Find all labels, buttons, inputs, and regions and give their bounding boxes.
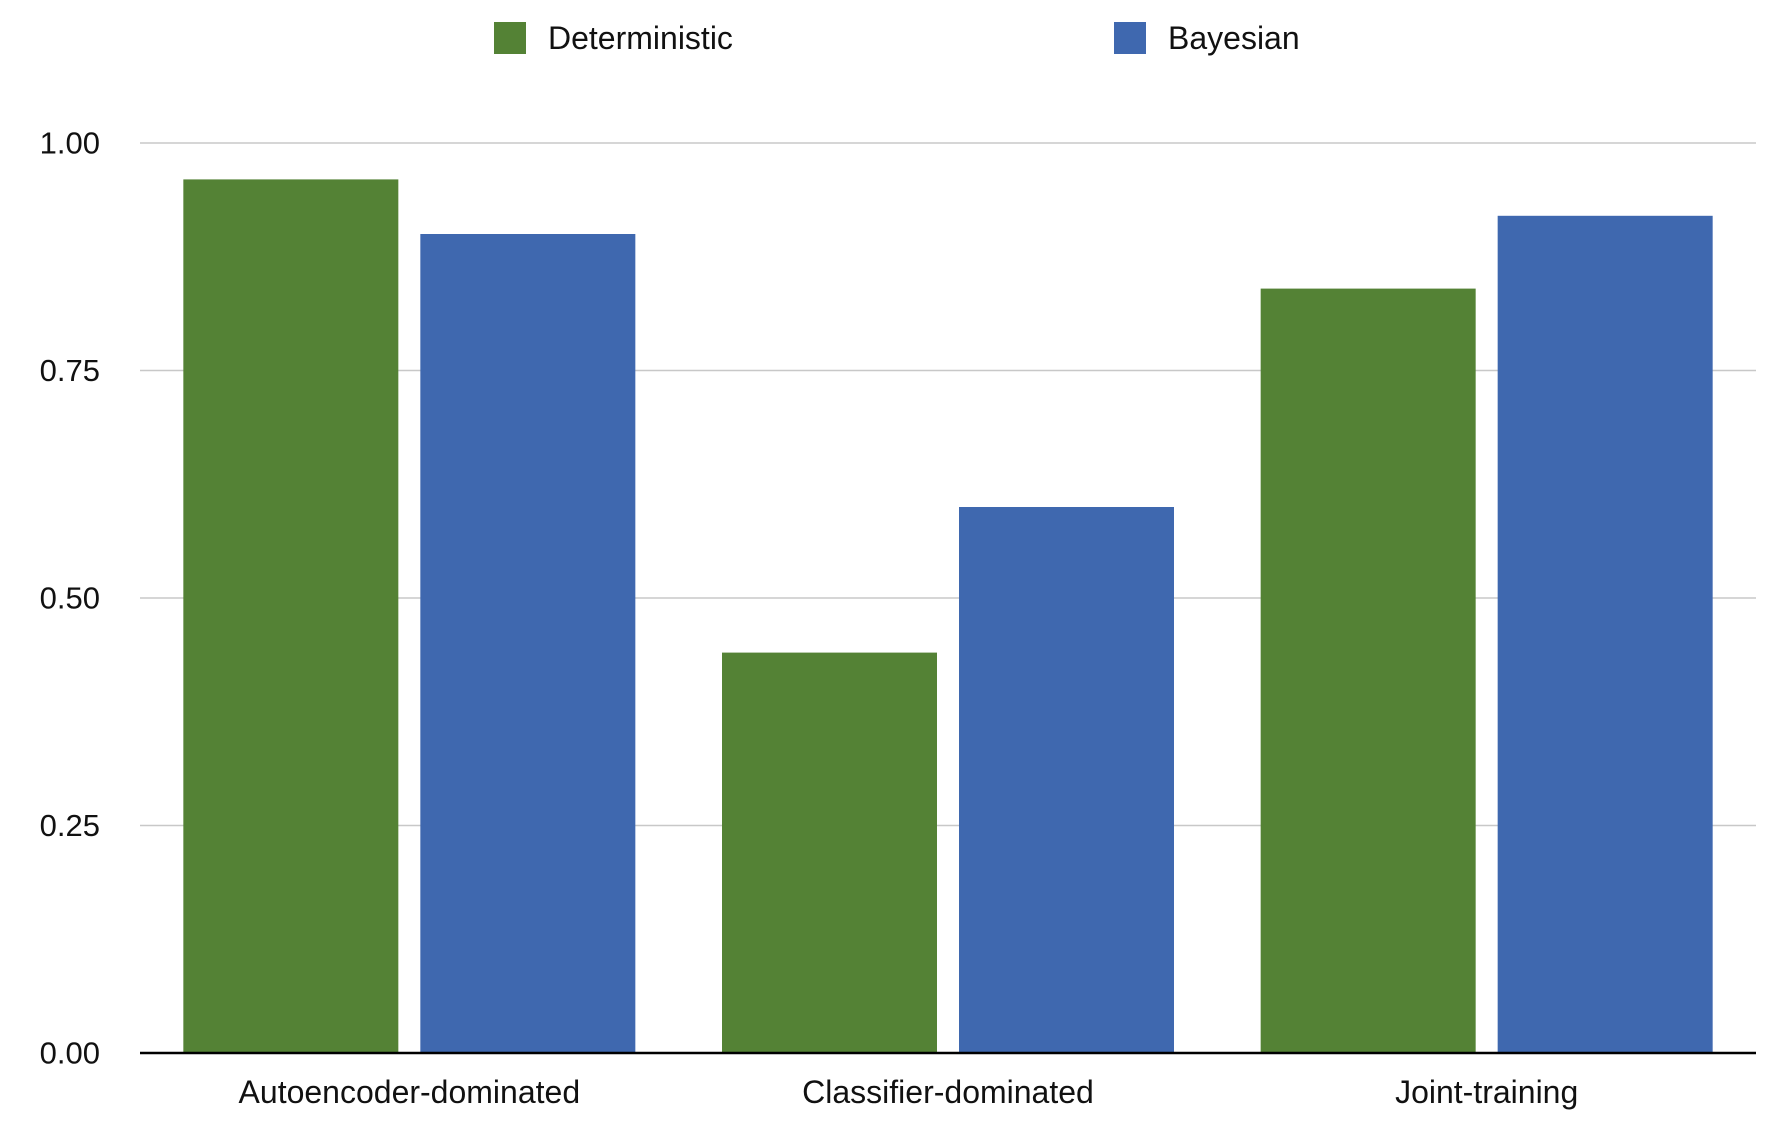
y-tick-label: 1.00 xyxy=(40,126,100,161)
y-tick-label: 0.00 xyxy=(40,1036,100,1071)
bar-deterministic-2 xyxy=(722,652,937,1053)
legend-label-bayesian: Bayesian xyxy=(1168,20,1300,56)
bar-deterministic-1 xyxy=(183,179,399,1053)
x-category-label: Autoencoder-dominated xyxy=(239,1074,581,1110)
y-tick-label: 0.75 xyxy=(40,353,100,388)
legend: Deterministic Bayesian xyxy=(494,20,1300,56)
legend-swatch-bayesian xyxy=(1114,22,1146,54)
legend-label-deterministic: Deterministic xyxy=(548,20,733,56)
bar-bayesian-2 xyxy=(959,507,1174,1053)
x-category-label: Classifier-dominated xyxy=(802,1074,1094,1110)
y-axis: 0.00 0.25 0.50 0.75 1.00 xyxy=(40,126,100,1071)
legend-swatch-deterministic xyxy=(494,22,526,54)
bars xyxy=(183,179,1713,1054)
x-category-label: Joint-training xyxy=(1395,1074,1578,1110)
bar-bayesian-1 xyxy=(420,234,636,1053)
x-axis: Autoencoder-dominated Classifier-dominate… xyxy=(140,1051,1756,1110)
bar-bayesian-3 xyxy=(1497,215,1713,1054)
y-tick-label: 0.25 xyxy=(40,808,100,843)
y-tick-label: 0.50 xyxy=(40,581,100,616)
gridlines xyxy=(140,142,1756,827)
bar-deterministic-3 xyxy=(1260,288,1476,1054)
